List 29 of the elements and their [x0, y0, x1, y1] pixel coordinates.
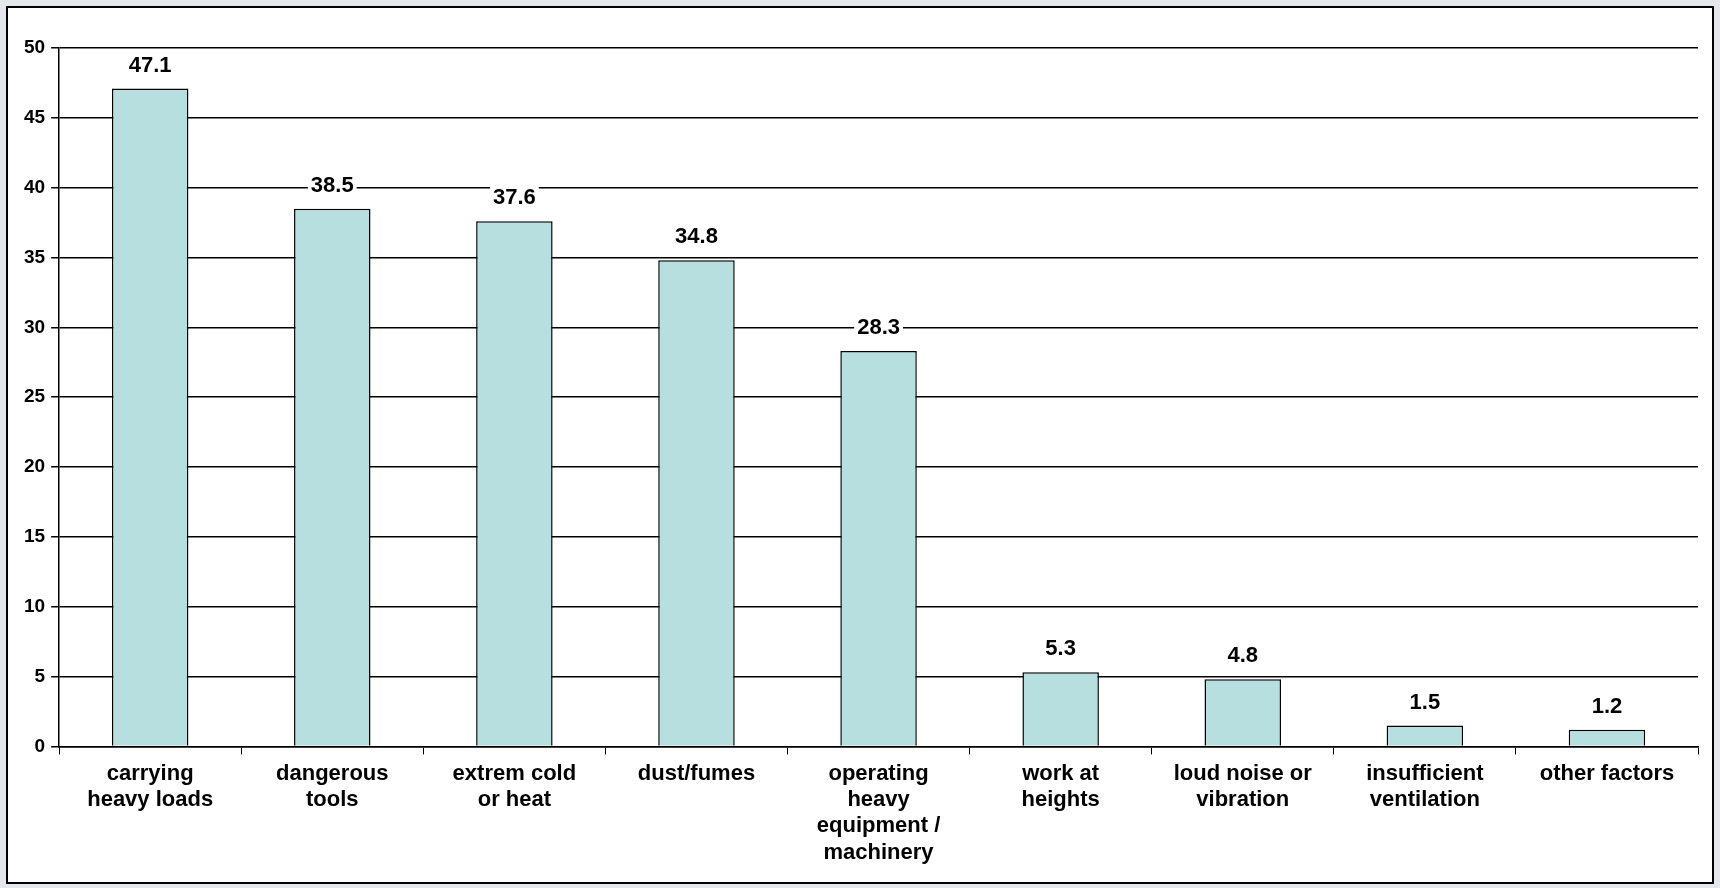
- y-tick-label: 0: [34, 734, 46, 756]
- x-tick-label: operating heavy equipment / machinery: [816, 759, 941, 864]
- data-label: 4.8: [1227, 642, 1259, 668]
- data-label: 5.3: [1045, 635, 1076, 661]
- x-tick-label: carrying heavy loads: [87, 759, 214, 812]
- y-tick-label: 20: [23, 455, 46, 477]
- data-label: 1.2: [1591, 692, 1623, 718]
- y-tick-label: 25: [23, 385, 46, 407]
- y-tick-label: 10: [23, 594, 46, 616]
- x-tick-label: insufficient ventilation: [1366, 759, 1485, 812]
- x-tick-label: other factors: [1539, 759, 1675, 785]
- y-tick-label: 5: [34, 664, 46, 686]
- y-tick-label: 50: [23, 36, 46, 58]
- data-label: 37.6: [492, 184, 536, 210]
- x-tick-label: loud noise or vibration: [1173, 759, 1313, 812]
- y-tick-label: 45: [23, 106, 46, 128]
- y-tick-label: 15: [23, 525, 46, 547]
- y-tick-label: 40: [23, 175, 46, 197]
- x-tick-label: work at heights: [1021, 759, 1100, 812]
- data-label: 47.1: [128, 51, 172, 77]
- x-tick-label: extrem cold or heat: [452, 759, 577, 812]
- x-tick-label: dangerous tools: [276, 759, 389, 812]
- data-label: 1.5: [1409, 688, 1441, 714]
- data-label: 28.3: [857, 314, 900, 340]
- x-tick-label: dust/fumes: [637, 759, 756, 785]
- data-label: 34.8: [675, 223, 718, 249]
- y-tick-label: 30: [23, 315, 46, 337]
- data-label: 38.5: [310, 171, 354, 197]
- y-tick-label: 35: [23, 245, 46, 267]
